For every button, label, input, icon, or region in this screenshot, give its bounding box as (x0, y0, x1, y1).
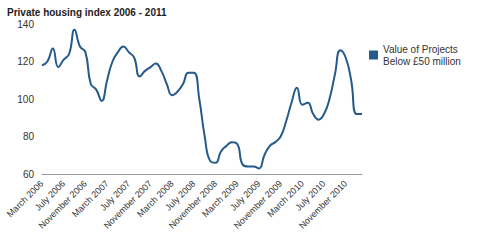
svg-text:November 2008: November 2008 (166, 178, 220, 231)
svg-text:Below £50 million: Below £50 million (383, 56, 461, 67)
svg-text:100: 100 (17, 94, 34, 105)
svg-text:July 2008: July 2008 (163, 178, 198, 213)
svg-text:80: 80 (23, 131, 35, 142)
svg-text:March 2007: March 2007 (70, 178, 111, 220)
svg-text:November 2009: November 2009 (231, 178, 285, 231)
svg-text:July 2009: July 2009 (228, 178, 263, 213)
svg-text:120: 120 (17, 56, 34, 67)
svg-text:November 2010: November 2010 (297, 178, 349, 230)
svg-text:Value of Projects: Value of Projects (383, 44, 461, 55)
svg-text:60: 60 (23, 169, 35, 180)
svg-text:July 2010: July 2010 (293, 178, 328, 213)
svg-text:March 2008: March 2008 (135, 178, 176, 220)
svg-text:140: 140 (17, 19, 34, 30)
svg-text:March 2010: March 2010 (265, 178, 306, 220)
svg-text:November 2007: November 2007 (101, 178, 154, 231)
svg-text:Private housing index 2006 - 2: Private housing index 2006 - 2011 (7, 7, 167, 18)
svg-text:July 2006: July 2006 (33, 178, 68, 213)
svg-text:November 2006: November 2006 (36, 178, 89, 231)
svg-text:March 2006: March 2006 (4, 178, 46, 220)
svg-text:March 2009: March 2009 (200, 178, 241, 220)
svg-text:July 2007: July 2007 (98, 178, 133, 213)
